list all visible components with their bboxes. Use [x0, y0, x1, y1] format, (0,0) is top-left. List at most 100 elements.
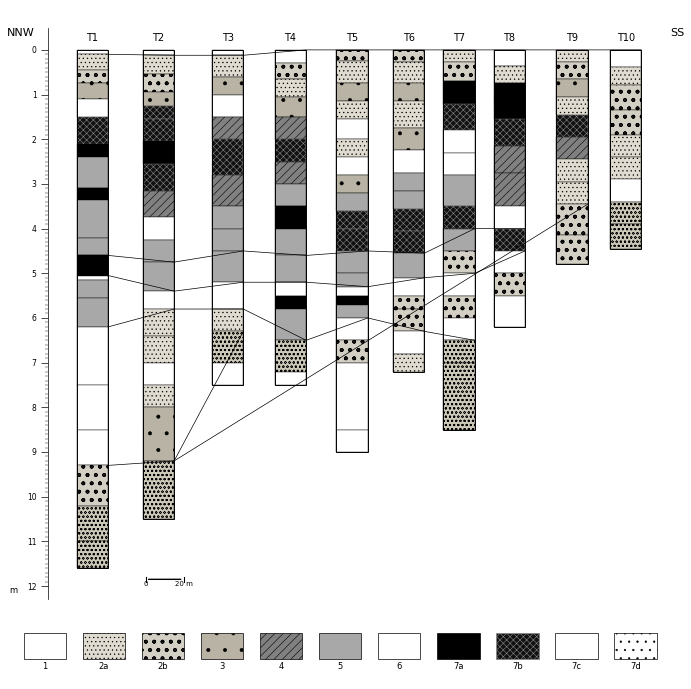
Text: 7c: 7c	[571, 662, 581, 671]
Bar	[496, 633, 538, 659]
Bar	[212, 50, 243, 385]
Bar	[275, 296, 306, 309]
Text: T6: T6	[403, 33, 415, 43]
Bar	[142, 218, 174, 240]
Bar	[212, 331, 243, 362]
Bar	[393, 173, 424, 191]
Bar	[142, 92, 174, 105]
Bar	[493, 119, 525, 146]
Text: 3: 3	[220, 662, 225, 671]
Bar	[610, 110, 641, 135]
Bar	[556, 159, 588, 182]
Bar	[142, 164, 174, 191]
Bar	[393, 128, 424, 150]
Bar	[77, 188, 108, 200]
Bar	[77, 50, 108, 568]
Bar	[142, 633, 184, 659]
Bar	[610, 135, 641, 157]
Bar	[142, 336, 174, 362]
Bar	[337, 193, 368, 211]
Bar	[212, 50, 243, 55]
Bar	[610, 85, 641, 110]
Bar	[319, 633, 361, 659]
Bar	[443, 63, 475, 81]
Text: 6: 6	[397, 662, 402, 671]
Bar	[275, 282, 306, 296]
Bar	[610, 202, 641, 224]
Bar	[142, 50, 174, 519]
Bar	[493, 296, 525, 327]
Bar	[556, 137, 588, 159]
Bar	[337, 362, 368, 430]
Text: T2: T2	[152, 33, 164, 43]
Bar	[393, 253, 424, 278]
Text: T7: T7	[453, 33, 465, 43]
Bar	[393, 309, 424, 331]
Bar	[337, 211, 368, 229]
Bar	[77, 117, 108, 144]
Bar	[83, 633, 125, 659]
Bar	[393, 278, 424, 296]
Bar	[275, 117, 306, 139]
Bar	[77, 506, 108, 542]
Bar	[393, 101, 424, 128]
Bar	[77, 276, 108, 280]
Bar	[556, 236, 588, 265]
Bar	[337, 50, 368, 61]
Bar	[493, 251, 525, 274]
Bar	[142, 407, 174, 461]
Bar	[556, 97, 588, 114]
Text: T5: T5	[346, 33, 358, 43]
Text: T3: T3	[222, 33, 234, 43]
Text: 1: 1	[42, 662, 48, 671]
Bar	[142, 309, 174, 336]
Bar	[77, 385, 108, 430]
Bar	[275, 184, 306, 206]
Bar	[443, 103, 475, 130]
Text: 2b: 2b	[158, 662, 169, 671]
Bar	[337, 287, 368, 296]
Bar	[201, 633, 243, 659]
Bar	[393, 191, 424, 209]
Bar	[493, 229, 525, 251]
Bar	[212, 175, 243, 206]
Bar	[77, 50, 108, 54]
Bar	[493, 173, 525, 206]
Text: 7b: 7b	[512, 662, 522, 671]
Bar	[77, 144, 108, 157]
Bar	[212, 55, 243, 76]
Bar	[275, 50, 306, 63]
Text: T8: T8	[503, 33, 515, 43]
Bar	[493, 50, 525, 327]
Bar	[443, 50, 475, 430]
Bar	[443, 153, 475, 175]
Bar	[393, 296, 424, 309]
Text: NNW: NNW	[7, 28, 35, 38]
Text: SS: SS	[670, 28, 684, 38]
Bar	[493, 146, 525, 173]
Bar	[337, 175, 368, 193]
Bar	[142, 191, 174, 218]
Text: T1: T1	[86, 33, 98, 43]
Bar	[142, 141, 174, 164]
Bar	[337, 157, 368, 175]
Bar	[443, 229, 475, 251]
Bar	[337, 274, 368, 287]
Bar	[493, 50, 525, 65]
Bar	[437, 633, 480, 659]
Bar	[142, 55, 174, 74]
Bar	[142, 105, 174, 119]
Bar	[610, 50, 641, 67]
Bar	[212, 251, 243, 282]
Bar	[443, 251, 475, 274]
Bar	[443, 81, 475, 103]
Text: 20 m: 20 m	[175, 581, 193, 587]
Bar	[212, 282, 243, 309]
Bar	[23, 633, 66, 659]
Bar	[337, 318, 368, 340]
Bar	[556, 50, 588, 265]
Bar	[275, 97, 306, 117]
Bar	[493, 274, 525, 296]
Bar	[443, 50, 475, 63]
Bar	[556, 204, 588, 236]
